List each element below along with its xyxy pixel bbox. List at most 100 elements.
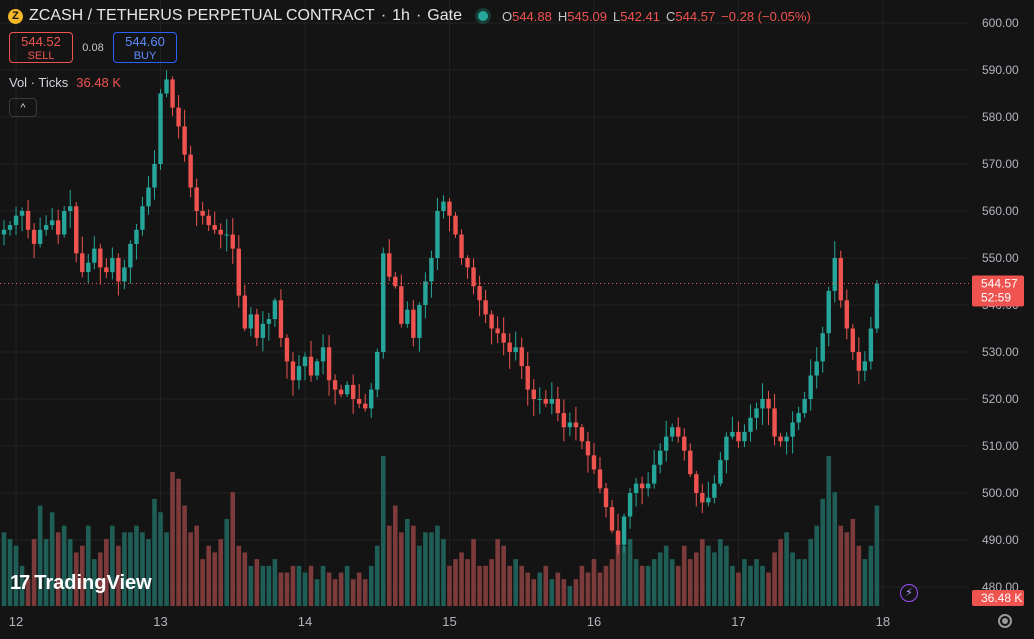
close-value: 544.57 [675, 8, 716, 24]
tradingview-logo[interactable]: 17 TradingView [10, 572, 152, 595]
candle-body [597, 469, 603, 489]
candle-body [375, 352, 380, 390]
volume-bar [170, 472, 175, 606]
time-axis-label: 13 [153, 614, 167, 629]
candle-body [694, 474, 699, 493]
candle-body [778, 436, 783, 442]
candle-body [92, 248, 97, 263]
candle-body [682, 436, 687, 451]
sell-price: 544.52 [21, 34, 61, 49]
low-value: 542.41 [620, 8, 661, 24]
volume-bar [694, 552, 699, 606]
candle-body [543, 399, 548, 404]
gear-icon[interactable] [998, 614, 1012, 628]
candle-body [356, 399, 362, 404]
volume-bar [483, 565, 488, 606]
volume-bar [386, 525, 392, 606]
volume-bar [874, 505, 880, 606]
candle-body [7, 225, 13, 230]
market-status-dot-icon [477, 11, 488, 21]
price-axis-label: 490.00 [982, 533, 1019, 547]
volume-bar [663, 545, 669, 606]
change-value: −0.28 (−0.05%) [721, 8, 811, 24]
candle-body [832, 258, 837, 291]
symbol-name[interactable]: ZCASH / TETHERUS PERPETUAL CONTRACT [29, 7, 375, 24]
candle-body [278, 300, 284, 338]
candle-body [110, 258, 115, 273]
interval-label[interactable]: 1h [392, 7, 410, 24]
price-axis-label: 600.00 [982, 16, 1019, 30]
volume-bar [411, 525, 416, 606]
candle-body [459, 234, 464, 258]
volume-bar [98, 552, 103, 606]
volume-bar [122, 532, 127, 606]
candle-body [387, 253, 392, 277]
collapse-legend-button[interactable]: ^ [9, 98, 37, 117]
volume-bar [158, 512, 163, 606]
price-axis-label: 500.00 [982, 486, 1019, 500]
volume-legend[interactable]: Vol · Ticks 36.48 K [9, 75, 121, 90]
candle-body [206, 215, 211, 226]
sell-button[interactable]: 544.52 SELL [9, 32, 73, 63]
candle-body [188, 154, 193, 188]
candle-body [248, 314, 254, 329]
volume-bar [742, 559, 747, 606]
time-axis-label: 18 [876, 614, 890, 629]
candle-body [579, 427, 585, 442]
buy-label: BUY [133, 50, 157, 62]
candle-body [850, 328, 856, 352]
candle-body [537, 399, 542, 400]
volume-bar [290, 565, 296, 606]
price-axis-label: 560.00 [982, 204, 1019, 218]
volume-bar [657, 552, 663, 606]
volume-bar [567, 585, 573, 606]
price-axis-label: 570.00 [982, 157, 1019, 171]
volume-bar [525, 572, 531, 606]
candle-body [483, 300, 488, 315]
time-axis-label: 12 [9, 614, 23, 629]
volume-bar [49, 512, 55, 606]
candle-body [80, 253, 85, 273]
candle-body [19, 211, 25, 216]
price-axis-label: 550.00 [982, 251, 1019, 265]
candle-body [489, 314, 494, 329]
buy-button[interactable]: 544.60 BUY [113, 32, 177, 63]
volume-bar [543, 565, 549, 606]
candle-body [37, 229, 43, 244]
volume-bar [687, 559, 693, 606]
candle-body [670, 427, 675, 437]
candle-body [405, 309, 410, 324]
volume-bar [302, 572, 308, 606]
candle-body [146, 187, 151, 207]
candle-body [477, 286, 482, 301]
candle-body [573, 422, 579, 428]
volume-bar [296, 565, 302, 606]
volume-bar [278, 572, 284, 606]
volume-bar [585, 572, 591, 606]
volume-legend-label: Vol · Ticks [9, 75, 69, 90]
volume-bar [645, 565, 651, 606]
candle-body [627, 493, 633, 517]
candle-body [688, 450, 693, 475]
candle-body [332, 380, 338, 390]
candle-body [525, 366, 530, 390]
volume-bar [627, 539, 633, 606]
volume-bar [79, 545, 85, 606]
candle-body [314, 361, 320, 376]
volume-bar [176, 478, 181, 606]
volume-bar [796, 559, 801, 606]
volume-bar [146, 539, 151, 606]
lightning-icon[interactable]: ⚡ [900, 584, 918, 602]
volume-bar [224, 518, 230, 606]
candle-body [254, 314, 260, 338]
separator: · [415, 7, 422, 24]
volume-bar [850, 518, 856, 606]
candle-body [182, 126, 187, 155]
volume-bar [862, 559, 868, 606]
volume-bar [362, 579, 368, 606]
volume-bar [519, 565, 525, 606]
volume-bar [206, 545, 211, 606]
time-axis-label: 14 [298, 614, 312, 629]
